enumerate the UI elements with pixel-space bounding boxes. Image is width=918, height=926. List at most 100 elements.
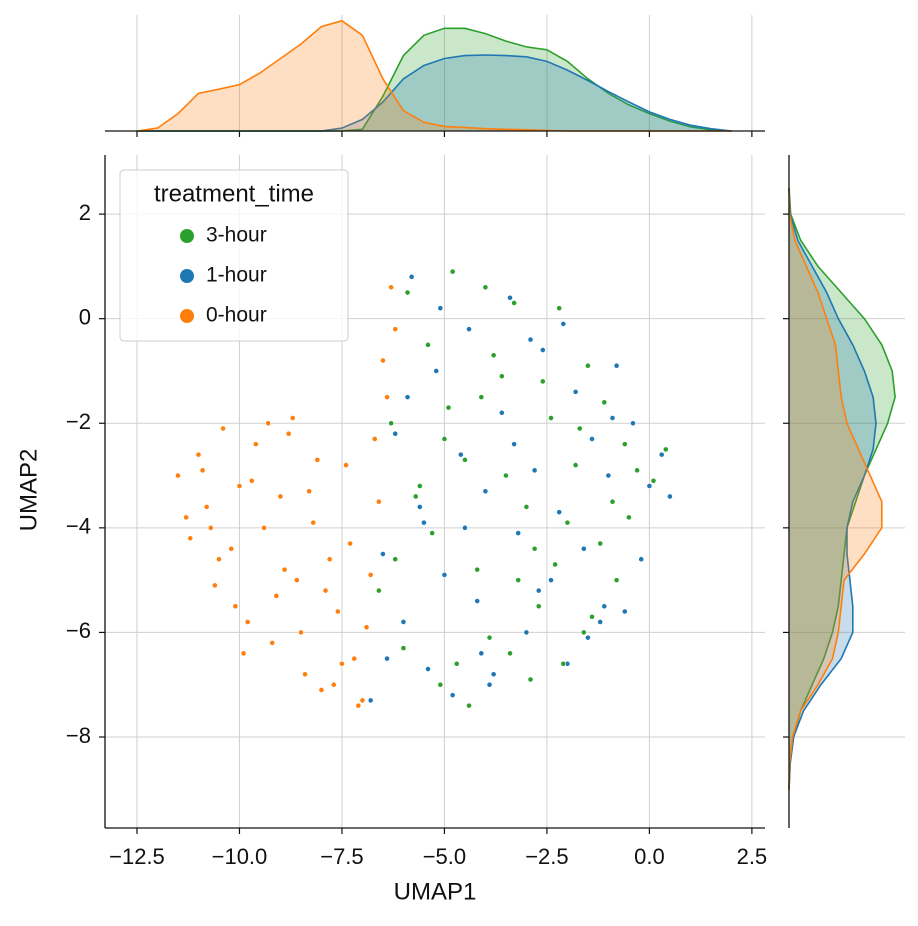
point [462, 456, 468, 463]
point [511, 300, 518, 306]
point [248, 477, 255, 484]
point [314, 456, 321, 463]
point [404, 289, 411, 296]
y-tick-label: −6 [66, 618, 91, 643]
point [252, 441, 259, 448]
point [638, 556, 645, 563]
point [302, 671, 308, 678]
x-axis-label: UMAP1 [394, 878, 477, 905]
point [384, 394, 390, 401]
y-axis-label: UMAP2 [15, 449, 42, 532]
legend-label: 0-hour [206, 304, 267, 327]
x-tick-label: −12.5 [109, 844, 165, 869]
y-tick-label: 0 [79, 304, 91, 329]
point [384, 655, 390, 662]
point [203, 504, 210, 510]
point [412, 493, 419, 500]
point [330, 681, 337, 688]
legend-label: 1-hour [206, 264, 267, 287]
point [367, 572, 374, 578]
point [195, 451, 202, 458]
point [371, 436, 378, 442]
point [355, 702, 362, 709]
point [183, 514, 190, 521]
point [449, 268, 456, 275]
point [474, 598, 481, 604]
legend-title: treatment_time [154, 180, 314, 207]
point [535, 603, 542, 610]
point [515, 577, 522, 584]
point [482, 488, 489, 495]
point [613, 577, 620, 584]
point [650, 477, 657, 484]
point [400, 619, 407, 625]
point [580, 629, 587, 636]
point [363, 624, 370, 631]
point [449, 692, 456, 699]
point [441, 436, 448, 442]
kde-fill [136, 20, 732, 131]
point [433, 368, 440, 374]
point [298, 629, 304, 636]
point [601, 603, 608, 610]
point [380, 357, 386, 364]
point [585, 634, 591, 641]
point [548, 415, 554, 421]
point [658, 451, 665, 458]
point [564, 519, 571, 526]
point [523, 504, 530, 510]
point [289, 415, 296, 421]
point [457, 451, 464, 458]
point [322, 587, 329, 594]
point [318, 687, 325, 693]
point [425, 666, 431, 672]
point [367, 697, 374, 704]
point [277, 493, 284, 500]
point [375, 498, 382, 505]
point [261, 524, 267, 531]
point [240, 650, 247, 657]
point [621, 608, 628, 615]
point [416, 504, 423, 510]
point [474, 566, 481, 573]
point [351, 655, 358, 662]
x-tick-label: −2.5 [525, 844, 568, 869]
point [572, 388, 579, 395]
point [429, 530, 436, 536]
point [634, 467, 640, 474]
point [281, 566, 288, 573]
x-tick-label: −7.5 [320, 844, 363, 869]
x-tick-label: 0.0 [634, 844, 665, 869]
point [343, 462, 349, 468]
legend-marker [180, 309, 194, 323]
point [507, 650, 513, 657]
point [453, 660, 460, 667]
point [265, 420, 272, 427]
point [388, 420, 395, 427]
kde-fill [136, 28, 732, 131]
point [531, 467, 538, 474]
point [580, 545, 587, 552]
point [437, 305, 444, 312]
point [207, 524, 214, 531]
point [626, 514, 632, 521]
point [535, 587, 542, 594]
y-tick-label: −2 [66, 409, 91, 434]
point [187, 535, 194, 542]
point [630, 420, 636, 427]
point [293, 577, 300, 584]
point [556, 305, 563, 312]
point [527, 676, 534, 683]
kde-fill [789, 187, 876, 790]
point [486, 681, 493, 688]
point [326, 556, 333, 563]
point [585, 362, 591, 369]
kde-line [788, 187, 877, 790]
y-tick-label: −4 [66, 514, 91, 539]
point [539, 347, 546, 353]
point [478, 394, 485, 401]
point [273, 592, 280, 599]
legend-marker [180, 229, 194, 243]
y-tick-label: 2 [79, 200, 91, 225]
legend-marker [180, 269, 194, 283]
